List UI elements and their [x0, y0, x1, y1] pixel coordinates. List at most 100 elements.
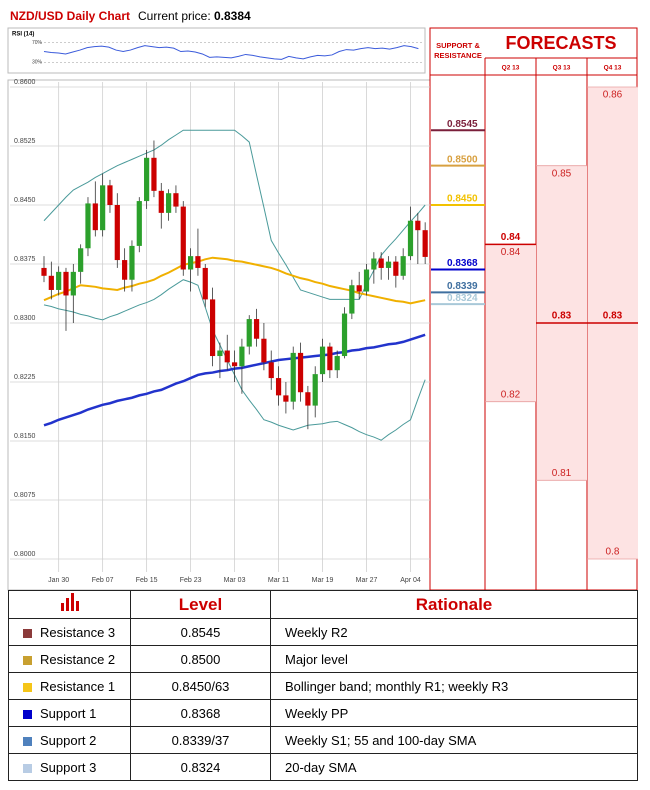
candle-body	[312, 374, 318, 406]
levels-title: SUPPORT & RESISTANCE	[434, 41, 482, 60]
cell-text: Resistance 1	[40, 678, 116, 694]
column-label: Q4 13	[604, 65, 622, 72]
table-cell: 20-day SMA	[270, 753, 638, 781]
low-label: 0.82	[501, 389, 521, 400]
candle-body	[327, 346, 333, 371]
median-label: 0.83	[552, 311, 572, 322]
y-tick-label: 0.8075	[14, 492, 36, 499]
level-swatch	[23, 628, 32, 638]
cell-text: Weekly S1; 55 and 100-day SMA	[285, 732, 477, 748]
table-cell: Support 3	[8, 753, 131, 781]
median-label: 0.84	[501, 232, 521, 243]
y-tick-label: 0.8525	[14, 138, 36, 145]
cell-text: Resistance 2	[40, 651, 116, 667]
table-cell: 0.8324	[130, 753, 271, 781]
candle-body	[239, 346, 245, 367]
candle-body	[158, 190, 164, 213]
table-cell: Weekly PP	[270, 699, 638, 727]
table-row: Support 2 0.8339/37 Weekly S1; 55 and 100-…	[8, 726, 638, 754]
cell-text: Support 1	[40, 705, 97, 721]
candle-body	[275, 378, 282, 396]
candle-body	[305, 392, 311, 406]
cell-text: Resistance 3	[40, 624, 116, 640]
candle-body	[92, 203, 98, 231]
high-label: 0.84	[501, 247, 521, 258]
y-tick-label: 0.8225	[14, 374, 36, 381]
y-tick-label: 0.8300	[14, 315, 36, 322]
table-cell: Support 1	[8, 699, 131, 727]
table-cell: Weekly R2	[270, 618, 638, 646]
candle-body	[290, 352, 296, 402]
cell-text: 0.8500	[180, 651, 221, 667]
y-tick-label: 0.8600	[14, 79, 36, 86]
price-label: Current price:	[138, 9, 211, 23]
candle-body	[363, 269, 370, 292]
candle-body	[422, 230, 428, 257]
candle-body	[144, 157, 150, 202]
x-tick-label: Mar 19	[312, 577, 334, 584]
x-tick-label: Apr 04	[400, 577, 421, 584]
rsi-line	[43, 45, 419, 60]
y-tick-label: 0.8000	[14, 551, 36, 558]
candle-body	[246, 319, 252, 347]
cell-text: 0.8545	[180, 624, 221, 640]
header-cell: Level	[130, 590, 271, 619]
candle-body	[151, 157, 157, 191]
table-cell: 0.8450/63	[130, 672, 271, 700]
column-label: Q2 13	[502, 65, 520, 72]
table-cell: 0.8339/37	[130, 726, 271, 754]
candle-body	[378, 258, 384, 268]
y-tick-label: 0.8150	[14, 433, 36, 440]
candle-body	[188, 256, 194, 270]
candle-body	[224, 350, 230, 363]
cell-text: Support 3	[40, 759, 97, 775]
candle-body	[253, 319, 260, 339]
candle-body	[334, 356, 340, 371]
y-tick-label: 0.8375	[14, 256, 36, 263]
price-value: 0.8384	[214, 9, 251, 23]
level-label: 0.8545	[447, 119, 478, 130]
chart-title: NZD/USD Daily Chart	[10, 9, 131, 23]
y-tick-label: 70%	[32, 40, 43, 46]
candle-body	[56, 271, 62, 290]
candle-body	[41, 267, 47, 276]
cell-text: 0.8324	[180, 759, 221, 775]
candle-body	[371, 258, 377, 270]
y-tick-label: 0.8450	[14, 197, 36, 204]
candle-body	[85, 203, 91, 249]
forecast-range	[486, 244, 536, 402]
candle-body	[209, 299, 216, 357]
table-row: Support 3 0.8324 20-day SMA	[8, 753, 638, 781]
header-cell: Rationale	[270, 590, 638, 619]
candle-body	[217, 350, 223, 357]
x-tick-label: Mar 27	[356, 577, 378, 584]
cell-text: Weekly R2	[285, 624, 348, 640]
rsi-title: RSI (14)	[12, 32, 34, 38]
candle-body	[100, 185, 106, 231]
table-cell: Major level	[270, 645, 638, 673]
table-row: Resistance 2 0.8500 Major level	[8, 645, 638, 673]
table-cell: Resistance 2	[8, 645, 131, 673]
level-swatch	[23, 682, 32, 692]
forecast-title: FORECASTS	[505, 33, 617, 53]
low-label: 0.81	[552, 468, 572, 479]
y-tick-label: 30%	[32, 60, 43, 66]
candle-body	[129, 245, 135, 280]
indicator-line	[43, 256, 426, 305]
level-swatch	[23, 736, 32, 746]
table-cell: 0.8545	[130, 618, 271, 646]
cell-text: 20-day SMA	[285, 759, 357, 775]
candle-body	[195, 256, 201, 268]
candle-body	[107, 185, 113, 205]
level-label: 0.8450	[447, 194, 478, 205]
cell-text: Support 2	[40, 732, 97, 748]
table-row: Support 1 0.8368 Weekly PP	[8, 699, 638, 727]
cell-text: 0.8368	[180, 705, 221, 721]
table-row: Resistance 1 0.8450/63 Bollinger band; mon…	[8, 672, 638, 700]
icon-cell	[8, 590, 131, 619]
level-label: 0.8324	[447, 293, 478, 304]
level-label: 0.8339	[447, 281, 478, 292]
candle-body	[297, 352, 304, 393]
level-swatch	[23, 709, 32, 719]
